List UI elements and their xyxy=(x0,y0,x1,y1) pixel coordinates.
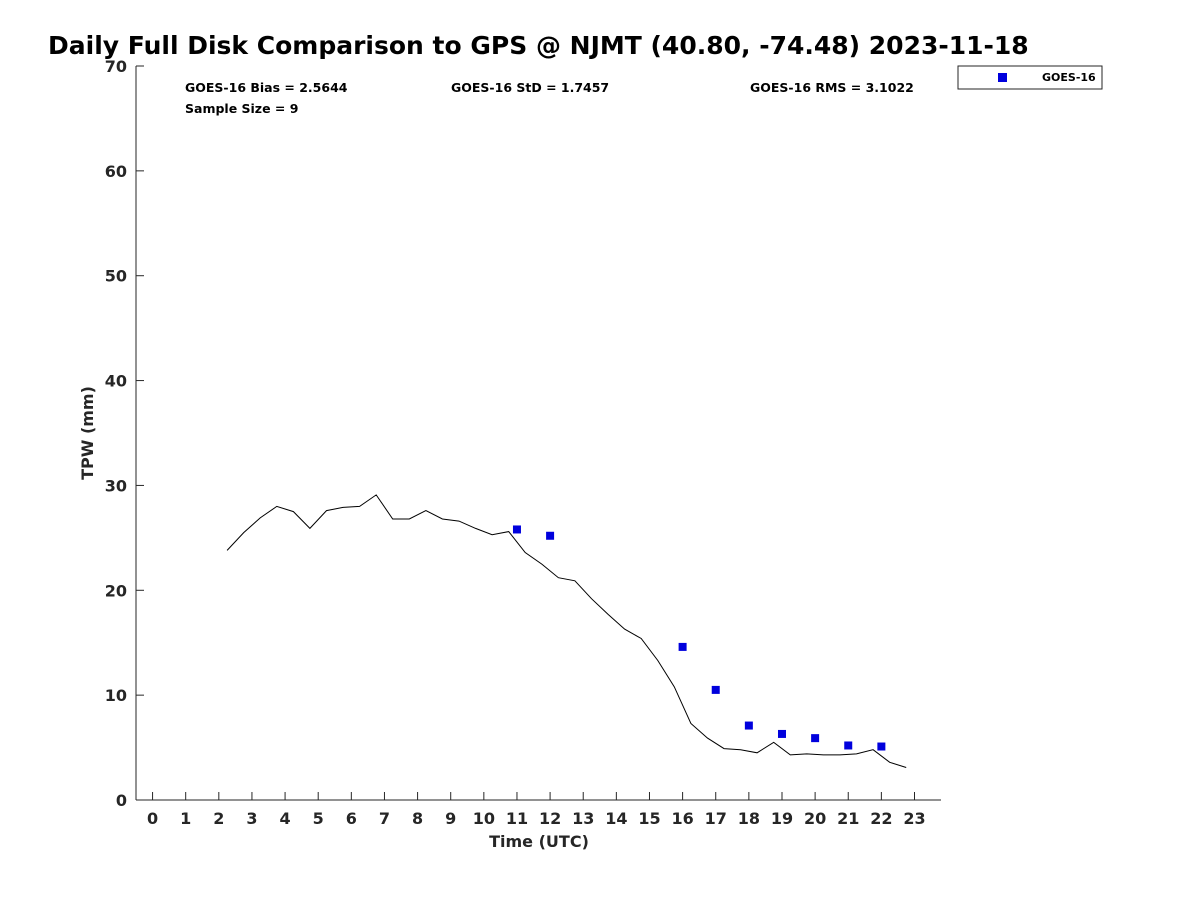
x-ticks: 0 1 2 3 4 5 6 7 8 9 10 11 12 13 14 15 16 17 18 19 20 21 22 23 xyxy=(147,792,926,828)
y-tick-label: 40 xyxy=(105,372,127,391)
y-ticks: 0 10 20 30 40 50 60 70 xyxy=(105,57,144,810)
y-tick-label: 70 xyxy=(105,57,127,76)
goes-16-point xyxy=(711,685,720,694)
y-tick-label: 0 xyxy=(116,791,127,810)
x-tick-label: 9 xyxy=(445,809,456,828)
x-tick-label: 6 xyxy=(346,809,357,828)
stat-sample-size: Sample Size = 9 xyxy=(185,101,298,116)
goes-16-point xyxy=(546,531,555,540)
x-tick-label: 14 xyxy=(605,809,627,828)
legend-marker-goes-16 xyxy=(998,73,1007,82)
x-tick-label: 5 xyxy=(313,809,324,828)
x-tick-label: 20 xyxy=(804,809,826,828)
y-tick-label: 60 xyxy=(105,162,127,181)
y-tick-label: 30 xyxy=(105,476,127,495)
x-tick-label: 23 xyxy=(903,809,925,828)
x-tick-label: 2 xyxy=(213,809,224,828)
plot-area xyxy=(226,494,907,768)
x-tick-label: 17 xyxy=(705,809,727,828)
x-tick-label: 12 xyxy=(539,809,561,828)
x-tick-label: 11 xyxy=(506,809,528,828)
goes-16-point xyxy=(777,729,786,738)
x-tick-label: 19 xyxy=(771,809,793,828)
y-axis-label: TPW (mm) xyxy=(78,386,97,480)
axes xyxy=(135,66,941,801)
stat-rms: GOES-16 RMS = 3.1022 xyxy=(750,80,914,95)
goes-16-point xyxy=(844,741,853,750)
y-tick-label: 10 xyxy=(105,686,127,705)
x-tick-label: 1 xyxy=(180,809,191,828)
stat-std: GOES-16 StD = 1.7457 xyxy=(451,80,609,95)
x-tick-label: 0 xyxy=(147,809,158,828)
chart-title: Daily Full Disk Comparison to GPS @ NJMT… xyxy=(48,31,1029,60)
legend-box xyxy=(957,65,1103,90)
x-tick-label: 16 xyxy=(671,809,693,828)
y-tick-label: 20 xyxy=(105,581,127,600)
legend: GOES-16 xyxy=(957,65,1103,90)
goes-16-point xyxy=(811,734,820,743)
goes-16-point xyxy=(678,642,687,651)
x-tick-label: 13 xyxy=(572,809,594,828)
x-tick-label: 10 xyxy=(473,809,495,828)
x-tick-label: 3 xyxy=(246,809,257,828)
x-tick-label: 8 xyxy=(412,809,423,828)
goes-16-point xyxy=(512,525,521,534)
goes-16-point xyxy=(877,742,886,751)
x-axis-label: Time (UTC) xyxy=(489,832,589,851)
goes-16-point xyxy=(744,721,753,730)
stat-bias: GOES-16 Bias = 2.5644 xyxy=(185,80,348,95)
x-tick-label: 15 xyxy=(638,809,660,828)
legend-label-goes-16: GOES-16 xyxy=(1042,71,1096,84)
x-tick-label: 7 xyxy=(379,809,390,828)
gps-tpw-line xyxy=(226,494,907,768)
x-tick-label: 18 xyxy=(738,809,760,828)
x-tick-label: 22 xyxy=(870,809,892,828)
x-tick-label: 4 xyxy=(280,809,291,828)
x-tick-label: 21 xyxy=(837,809,859,828)
y-tick-label: 50 xyxy=(105,267,127,286)
